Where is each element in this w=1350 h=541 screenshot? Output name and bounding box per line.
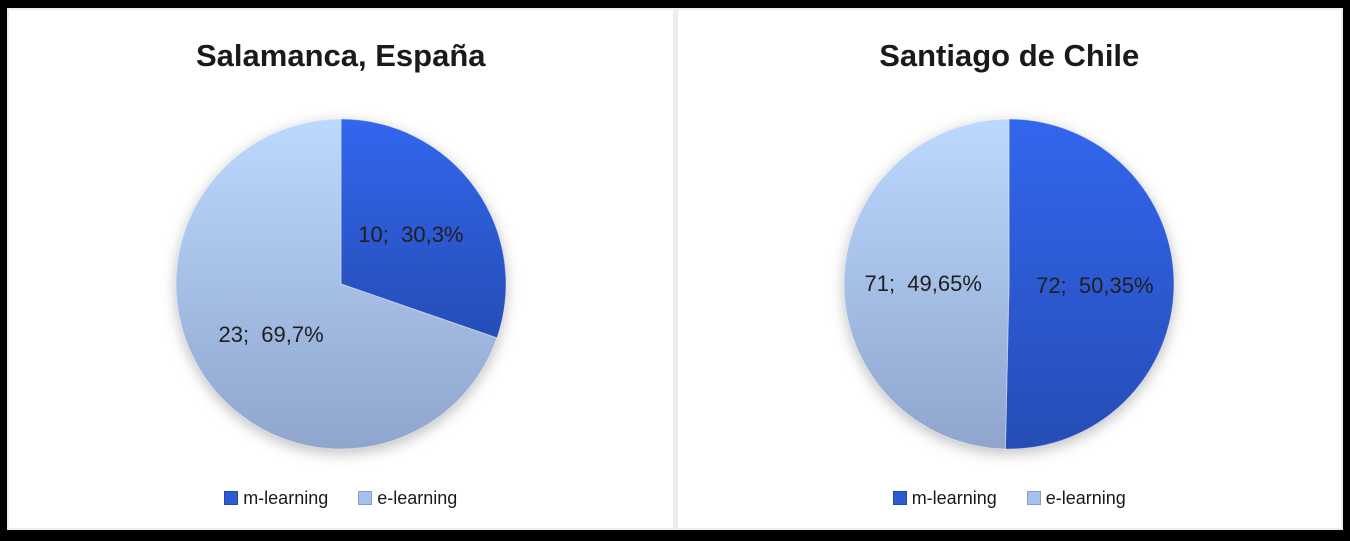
pie-chart-santiago: 72; 50,35% 71; 49,65% bbox=[843, 118, 1175, 450]
chart-panel-santiago: Santiago de Chile 72; 50,35% 71; 49,65% m… bbox=[677, 10, 1341, 528]
panel-container: Salamanca, España 10; 30,3% 23; 69,7% m-l… bbox=[7, 8, 1343, 530]
m-learning-swatch bbox=[224, 491, 239, 506]
chart-panel-salamanca: Salamanca, España 10; 30,3% 23; 69,7% m-l… bbox=[9, 10, 673, 528]
pie-slice-e-learning bbox=[175, 118, 498, 450]
legend-label-m-learning: m-learning bbox=[243, 487, 329, 508]
legend-label-m-learning: m-learning bbox=[911, 487, 997, 508]
e-learning-swatch bbox=[358, 491, 373, 506]
legend-item-m-learning: m-learning bbox=[892, 487, 997, 509]
slice-label-e-learning: 23; 69,7% bbox=[218, 321, 323, 346]
chart-title-santiago: Santiago de Chile bbox=[879, 38, 1140, 73]
legend-label-e-learning: e-learning bbox=[1045, 487, 1126, 508]
legend-label-e-learning: e-learning bbox=[377, 487, 458, 508]
slice-label-m-learning: 10; 30,3% bbox=[358, 222, 463, 247]
chart-title-salamanca: Salamanca, España bbox=[196, 38, 486, 73]
pie-slice-m-learning bbox=[1005, 118, 1175, 450]
legend-item-m-learning: m-learning bbox=[224, 488, 328, 509]
legend-item-e-learning: e-learning bbox=[1026, 487, 1126, 509]
legend-salamanca: m-learning e-learning bbox=[224, 488, 457, 509]
pie-chart-salamanca: 10; 30,3% 23; 69,7% bbox=[175, 118, 507, 450]
pie-slice-m-learning bbox=[340, 118, 507, 339]
legend-item-e-learning: e-learning bbox=[358, 488, 457, 509]
slice-label-e-learning: 71; 49,65% bbox=[865, 271, 982, 296]
slice-label-m-learning: 72; 50,35% bbox=[1036, 273, 1153, 298]
m-learning-swatch bbox=[892, 491, 907, 506]
legend-santiago: m-learning e-learning bbox=[892, 487, 1126, 509]
e-learning-swatch bbox=[1026, 491, 1041, 506]
pie-slice-e-learning bbox=[843, 118, 1010, 450]
